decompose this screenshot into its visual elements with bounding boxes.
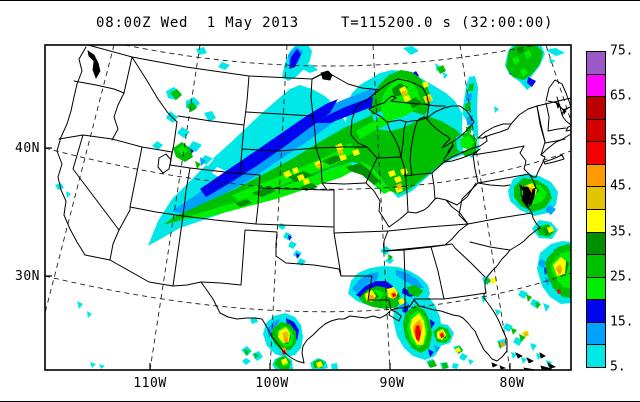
map-frame (44, 44, 572, 371)
maine-coast-marks (555, 100, 567, 116)
lake-superior (356, 78, 430, 107)
long-island (543, 154, 565, 165)
coastline-gulf-east (301, 184, 541, 364)
new-england-borders (536, 102, 567, 156)
meridian-90w (372, 44, 391, 371)
parallel-40n (44, 147, 572, 190)
meridian-80w (459, 44, 511, 371)
plot-title: 08:00Z Wed 1 May 2013 T=115200.0 s (32:0… (0, 15, 640, 35)
lon-label-100w: 100W (255, 376, 289, 391)
state-maine (545, 79, 572, 116)
mississippi-river-borders (365, 146, 533, 252)
ohio-pa-ny-borders (458, 105, 546, 225)
lat-label-40n: 40N (15, 141, 40, 156)
delmarva-mark (528, 188, 536, 206)
model-time-text: T=115200.0 s (32:00:00) (341, 15, 554, 31)
state-boundaries (56, 44, 572, 364)
great-lakes-state-borders (311, 71, 481, 177)
lon-label-110w: 110W (133, 376, 167, 391)
southeast-state-borders (340, 241, 511, 311)
lake-erie (443, 140, 488, 163)
meridian-100w (269, 44, 288, 371)
lake-ontario (477, 123, 512, 139)
parallel-30n (44, 272, 572, 313)
lat-label-30n: 30N (15, 269, 40, 284)
florida-keys (491, 362, 507, 370)
lake-of-the-woods (320, 70, 333, 81)
parallel-50n (124, 44, 536, 67)
valid-time-text: 08:00Z Wed 1 May 2013 (96, 15, 300, 31)
water-features (87, 50, 567, 371)
coastline-west (56, 46, 305, 364)
lon-label-80w: 80W (499, 376, 525, 391)
radar-precipitation-layer (55, 45, 571, 370)
meridian-70w (545, 44, 572, 122)
meridian-110w (149, 44, 201, 371)
bahamas-islands (515, 352, 557, 369)
puget-sound (87, 50, 101, 79)
great-salt-lake (157, 153, 172, 174)
chesapeake-fill (520, 186, 532, 208)
lon-label-90w: 90W (379, 376, 405, 391)
meridian-120w (44, 44, 115, 314)
plains-state-borders (241, 78, 389, 277)
lake-huron (426, 105, 475, 143)
